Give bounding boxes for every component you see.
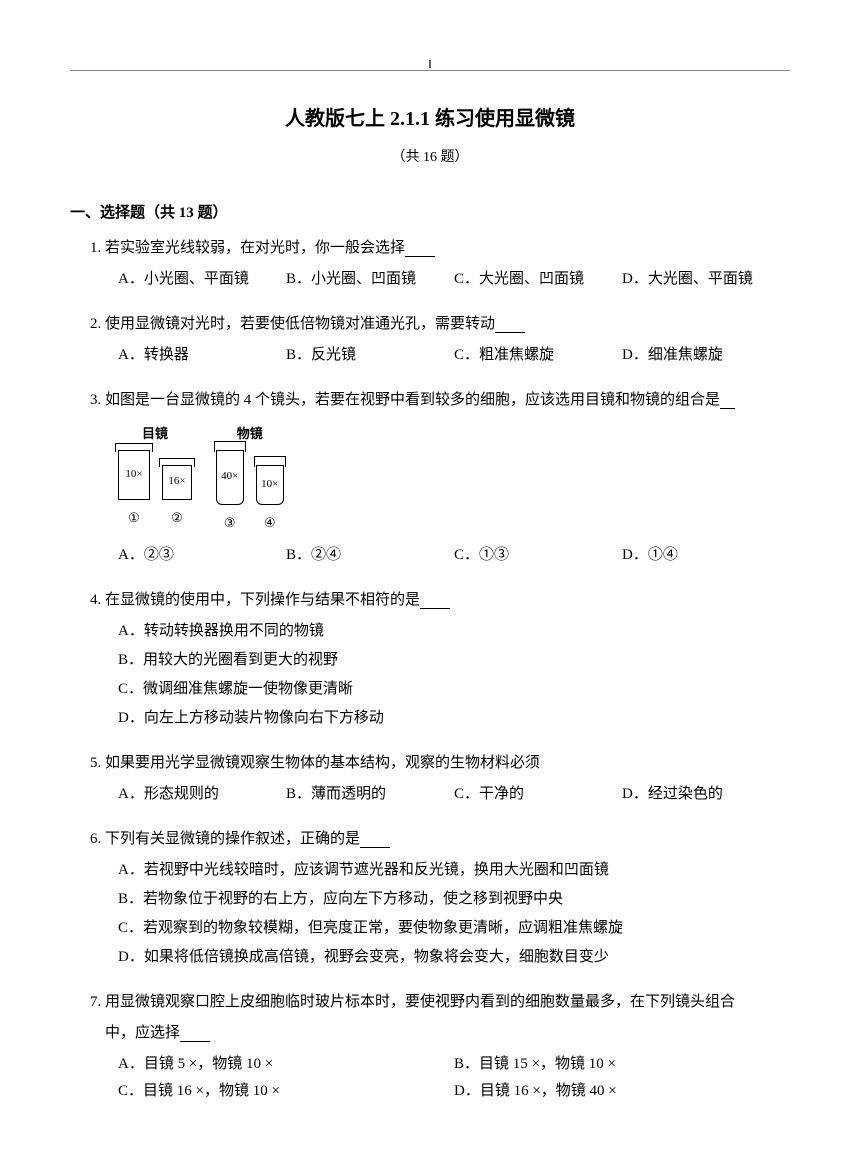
option-c: C．若观察到的物象较模糊，但亮度正常，要使物象更清晰，应调粗准焦螺旋 [118,915,790,942]
question-text: 4. 在显微镜的使用中，下列操作与结果不相符的是 [90,587,790,614]
top-marker [429,60,431,68]
options: A．转动转换器换用不同的物镜 B．用较大的光圈看到更大的视野 C．微调细准焦螺旋… [90,618,790,732]
option-b: B．反光镜 [286,342,454,369]
lens-2: 16× ② [162,465,192,529]
options: A．小光圈、平面镜 B．小光圈、凹面镜 C．大光圈、凹面镜 D．大光圈、平面镜 [90,266,790,293]
question-1: 1. 若实验室光线较弱，在对光时，你一般会选择 A．小光圈、平面镜 B．小光圈、… [70,235,790,293]
blank [495,316,525,333]
option-d: D．如果将低倍镜换成高倍镜，视野会变亮，物象将会变大，细胞数目变少 [118,944,790,971]
option-c: C．微调细准焦螺旋一使物像更清晰 [118,676,790,703]
question-text: 7. 用显微镜观察口腔上皮细胞临时玻片标本时，要使视野内看到的细胞数量最多，在下… [90,989,790,1016]
question-3: 3. 如图是一台显微镜的 4 个镜头，若要在视野中看到较多的细胞，应该选用目镜和… [70,387,790,569]
options: A．转换器 B．反光镜 C．粗准焦螺旋 D．细准焦螺旋 [90,342,790,369]
option-d: D．目镜 16 ×，物镜 40 × [454,1078,790,1105]
option-a: A．目镜 5 ×，物镜 10 × [118,1051,454,1078]
options: A．②③ B．②④ C．①③ D．①④ [90,542,790,569]
option-b: B．若物象位于视野的右上方，应向左下方移动，使之移到视野中央 [118,886,790,913]
question-text: 2. 使用显微镜对光时，若要使低倍物镜对准通光孔，需要转动 [90,311,790,338]
option-b: B．用较大的光圈看到更大的视野 [118,647,790,674]
option-a: A．转动转换器换用不同的物镜 [118,618,790,645]
lens-number: ④ [264,511,276,534]
options: A．目镜 5 ×，物镜 10 × B．目镜 15 ×，物镜 10 × C．目镜 … [90,1051,790,1105]
blank [180,1025,210,1042]
question-text: 6. 下列有关显微镜的操作叙述，正确的是 [90,826,790,853]
question-text: 5. 如果要用光学显微镜观察生物体的基本结构，观察的生物材料必须 [90,750,790,777]
eyepiece-icon: 10× [118,450,150,500]
question-text-cont: 中，应选择 [90,1020,790,1047]
option-d: D．经过染色的 [622,781,790,808]
option-c: C．目镜 16 ×，物镜 10 × [118,1078,454,1105]
options: A．若视野中光线较暗时，应该调节遮光器和反光镜，换用大光圈和凹面镜 B．若物象位… [90,857,790,971]
top-divider [70,70,790,71]
option-b: B．小光圈、凹面镜 [286,266,454,293]
lens-diagram: 目镜 10× ① 16× ② 物镜 40× ③ [90,422,790,534]
objective-icon: 10× [256,465,284,505]
question-4: 4. 在显微镜的使用中，下列操作与结果不相符的是 A．转动转换器换用不同的物镜 … [70,587,790,732]
lens-number: ③ [224,511,236,534]
question-text: 1. 若实验室光线较弱，在对光时，你一般会选择 [90,235,790,262]
objective-icon: 40× [216,450,244,505]
page-title: 人教版七上 2.1.1 练习使用显微镜 [70,101,790,137]
option-c: C．①③ [454,542,622,569]
question-6: 6. 下列有关显微镜的操作叙述，正确的是 A．若视野中光线较暗时，应该调节遮光器… [70,826,790,971]
blank [360,831,390,848]
page-subtitle: （共 16 题） [70,145,790,170]
option-d: D．①④ [622,542,790,569]
option-b: B．②④ [286,542,454,569]
eyepiece-icon: 16× [162,465,192,500]
lens-1: 10× ① [118,450,150,529]
option-b: B．薄而透明的 [286,781,454,808]
blank [720,392,735,409]
blank [420,592,450,609]
option-b: B．目镜 15 ×，物镜 10 × [454,1051,790,1078]
lens-number: ① [128,506,140,529]
question-text: 3. 如图是一台显微镜的 4 个镜头，若要在视野中看到较多的细胞，应该选用目镜和… [90,387,790,414]
option-a: A．②③ [118,542,286,569]
option-d: D．大光圈、平面镜 [622,266,790,293]
option-d: D．向左上方移动装片物像向右下方移动 [118,705,790,732]
question-2: 2. 使用显微镜对光时，若要使低倍物镜对准通光孔，需要转动 A．转换器 B．反光… [70,311,790,369]
options: A．形态规则的 B．薄而透明的 C．干净的 D．经过染色的 [90,781,790,808]
blank [405,240,435,257]
option-a: A．转换器 [118,342,286,369]
option-a: A．形态规则的 [118,781,286,808]
lens-number: ② [171,506,183,529]
option-c: C．干净的 [454,781,622,808]
lens-3: 40× ③ [216,450,244,534]
option-c: C．大光圈、凹面镜 [454,266,622,293]
option-d: D．细准焦螺旋 [622,342,790,369]
option-c: C．粗准焦螺旋 [454,342,622,369]
section-header: 一、选择题（共 13 题） [70,200,790,227]
option-a: A．若视野中光线较暗时，应该调节遮光器和反光镜，换用大光圈和凹面镜 [118,857,790,884]
option-a: A．小光圈、平面镜 [118,266,286,293]
question-5: 5. 如果要用光学显微镜观察生物体的基本结构，观察的生物材料必须 A．形态规则的… [70,750,790,808]
lens-4: 10× ④ [256,465,284,534]
question-7: 7. 用显微镜观察口腔上皮细胞临时玻片标本时，要使视野内看到的细胞数量最多，在下… [70,989,790,1105]
